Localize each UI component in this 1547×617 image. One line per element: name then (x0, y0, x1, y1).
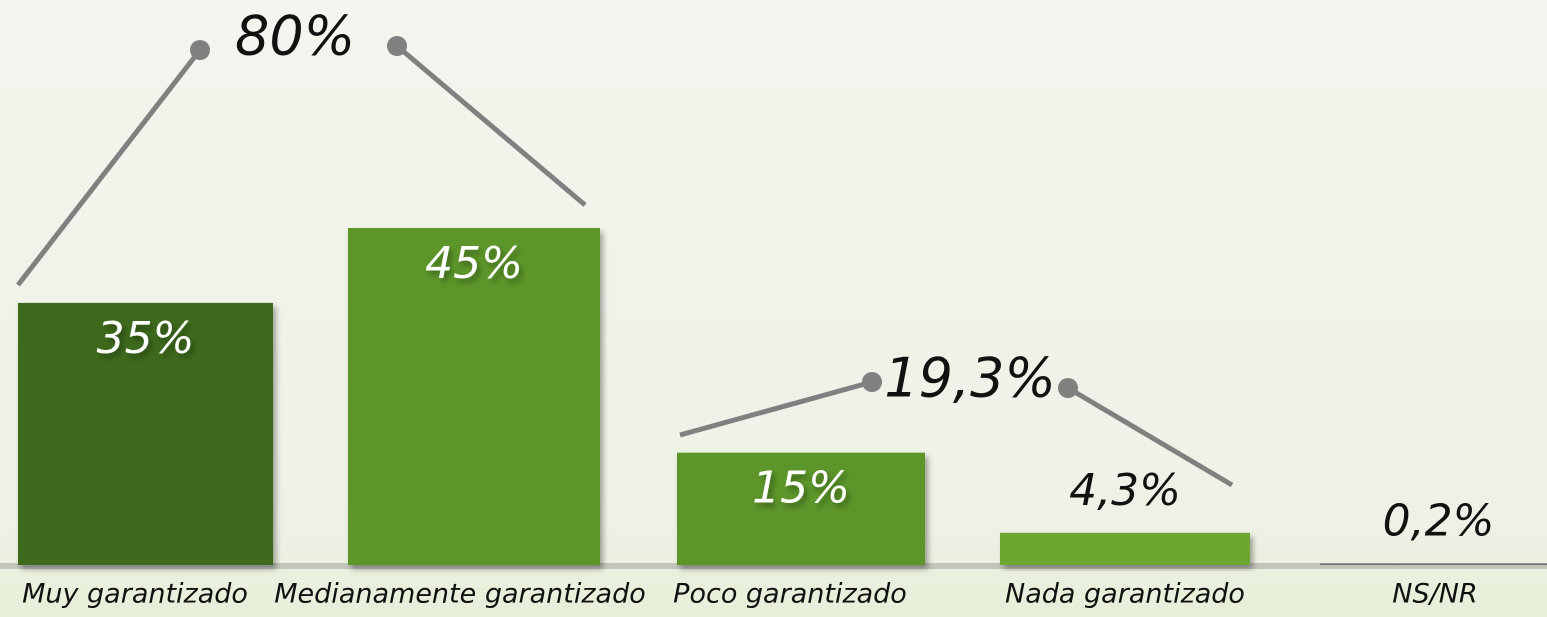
value-label: 4,3% (1069, 465, 1181, 516)
bar (1320, 563, 1547, 565)
group-annotation: 19,3% (884, 347, 1056, 410)
bar (1000, 532, 1250, 565)
x-tick-label: Medianamente garantizado (274, 579, 645, 610)
x-tick-label: NS/NR (1392, 579, 1477, 610)
x-tick-label: Nada garantizado (1005, 579, 1245, 610)
group-annotation: 80% (235, 5, 355, 68)
value-label: 35% (97, 313, 195, 364)
bracket-dot (387, 36, 407, 56)
bar (677, 452, 925, 565)
bracket-dot (1058, 378, 1078, 398)
value-label: 0,2% (1383, 496, 1495, 547)
bracket-80 (16, 44, 587, 287)
bracket-19 (679, 379, 1234, 488)
baseline (0, 563, 1547, 569)
bracket-dot (862, 372, 882, 392)
x-tick-label: Poco garantizado (673, 579, 907, 610)
value-label: 15% (752, 463, 850, 514)
bracket-dot (190, 40, 210, 60)
value-label: 45% (425, 238, 523, 289)
bar (18, 302, 273, 565)
x-tick-label: Muy garantizado (22, 579, 248, 610)
bar (348, 228, 600, 565)
